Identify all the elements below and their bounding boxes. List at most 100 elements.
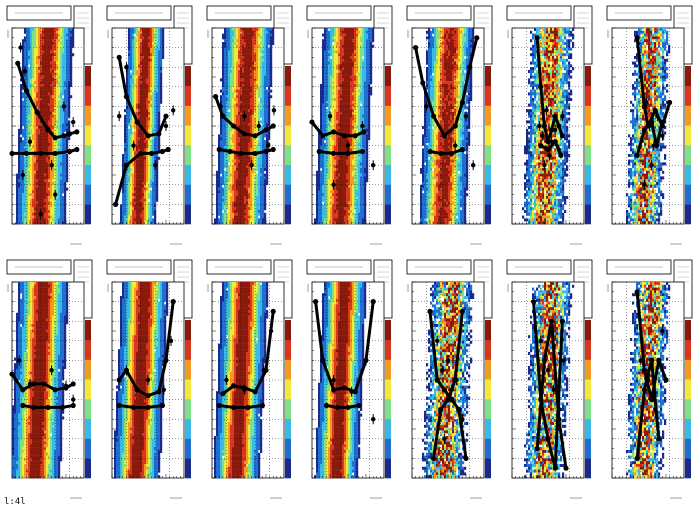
heatmap-cell [66,95,68,98]
heatmap-cell [68,78,70,81]
heatmap-cell [218,143,220,146]
heatmap-cell [230,106,232,109]
heatmap-cell [162,28,164,31]
heatmap-cell [28,106,30,109]
heatmap-cell [270,39,272,42]
heatmap-cell [136,109,138,112]
heatmap-cell [232,78,234,81]
heatmap-cell [150,165,152,168]
heatmap-cell [122,157,124,160]
heatmap-cell [30,106,32,109]
heatmap-cell [264,106,266,109]
heatmap-cell [32,196,34,199]
heatmap-cell [62,196,64,199]
heatmap-cell [262,168,264,171]
heatmap-cell [52,120,54,123]
heatmap-cell [144,87,146,90]
heatmap-cell [144,204,146,207]
heatmap-cell [248,50,250,53]
heatmap-cell [48,143,50,146]
heatmap-cell [156,168,158,171]
heatmap-cell [140,31,142,34]
heatmap-cell [242,207,244,210]
heatmap-cell [246,92,248,95]
heatmap-cell [144,190,146,193]
heatmap-cell [246,188,248,191]
heatmap-cell [72,28,74,31]
heatmap-cell [258,118,260,121]
heatmap-cell [34,56,36,59]
heatmap-cell [30,92,32,95]
heatmap-cell [46,182,48,185]
heatmap-cell [234,115,236,118]
heatmap-cell [32,31,34,34]
heatmap-cell [218,179,220,182]
heatmap-cell [134,70,136,73]
heatmap-cell [132,193,134,196]
heatmap-cell [234,104,236,107]
heatmap-cell [266,174,268,177]
heatmap-cell [58,221,60,224]
heatmap-cell [156,87,158,90]
heatmap-cell [240,31,242,34]
heatmap-cell [222,202,224,205]
heatmap-cell [46,90,48,93]
heatmap-cell [142,34,144,37]
heatmap-cell [244,67,246,70]
heatmap-cell [130,218,132,221]
heatmap-cell [38,188,40,191]
heatmap-cell [246,28,248,31]
heatmap-cell [50,202,52,205]
heatmap-cell [42,179,44,182]
heatmap-cell [146,28,148,31]
chart-panel [7,6,92,244]
heatmap-cell [56,31,58,34]
heatmap-cell [134,101,136,104]
heatmap-cell [58,185,60,188]
heatmap-cell [268,81,270,84]
heatmap-cell [66,146,68,149]
heatmap-cell [32,176,34,179]
heatmap-cell [222,59,224,62]
heatmap-cell [150,221,152,224]
heatmap-cell [260,76,262,79]
heatmap-cell [58,106,60,109]
heatmap-cell [264,53,266,56]
heatmap-cell [230,67,232,70]
heatmap-cell [264,168,266,171]
heatmap-cell [24,146,26,149]
heatmap-cell [150,36,152,39]
heatmap-cell [128,70,130,73]
heatmap-cell [264,112,266,115]
heatmap-cell [264,109,266,112]
heatmap-cell [150,67,152,70]
heatmap-cell [62,202,64,205]
heatmap-cell [32,165,34,168]
heatmap-cell [44,157,46,160]
heatmap-cell [66,109,68,112]
heatmap-cell [134,64,136,67]
heatmap-cell [136,137,138,140]
heatmap-cell [150,216,152,219]
heatmap-cell [38,70,40,73]
heatmap-cell [36,36,38,39]
heatmap-cell [264,98,266,101]
heatmap-cell [148,204,150,207]
heatmap-cell [260,160,262,163]
heatmap-cell [42,157,44,160]
heatmap-cell [28,84,30,87]
heatmap-cell [148,31,150,34]
heatmap-cell [58,109,60,112]
heatmap-cell [48,106,50,109]
heatmap-cell [32,112,34,115]
heatmap-cell [232,218,234,221]
heatmap-cell [142,137,144,140]
heatmap-cell [272,34,274,37]
heatmap-cell [138,70,140,73]
heatmap-cell [58,160,60,163]
heatmap-cell [38,34,40,37]
heatmap-cell [142,148,144,151]
heatmap-cell [50,53,52,56]
heatmap-cell [264,188,266,191]
heatmap-cell [236,157,238,160]
